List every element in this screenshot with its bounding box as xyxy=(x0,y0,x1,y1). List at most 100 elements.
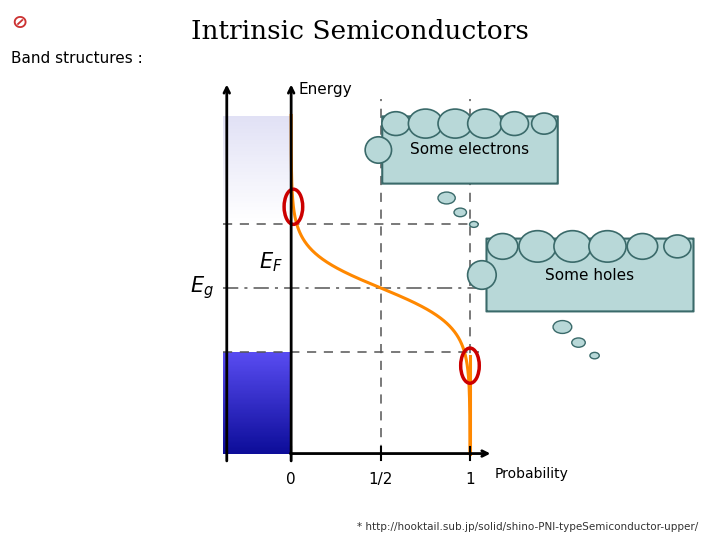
FancyBboxPatch shape xyxy=(382,117,558,184)
Text: * http://hooktail.sub.jp/solid/shino-PNI-typeSemiconductor-upper/: * http://hooktail.sub.jp/solid/shino-PNI… xyxy=(357,522,698,532)
Bar xyxy=(223,151,291,152)
Ellipse shape xyxy=(500,112,528,136)
Bar xyxy=(223,400,291,402)
Bar xyxy=(223,374,291,375)
Bar xyxy=(223,438,291,440)
Ellipse shape xyxy=(572,338,585,347)
Text: Band structures :: Band structures : xyxy=(11,51,143,66)
Bar xyxy=(223,371,291,373)
Bar xyxy=(223,406,291,407)
Bar xyxy=(223,362,291,363)
Bar xyxy=(223,361,291,362)
Bar xyxy=(223,197,291,198)
Bar xyxy=(223,174,291,175)
Bar xyxy=(223,168,291,170)
Ellipse shape xyxy=(487,233,518,259)
Bar xyxy=(223,152,291,153)
Bar xyxy=(223,156,291,158)
Bar xyxy=(223,441,291,442)
Bar xyxy=(223,450,291,451)
Bar xyxy=(223,207,291,209)
Bar xyxy=(223,134,291,136)
Bar xyxy=(223,418,291,420)
Bar xyxy=(223,141,291,143)
Bar xyxy=(223,443,291,444)
Ellipse shape xyxy=(382,112,410,136)
Bar xyxy=(223,163,291,164)
Bar xyxy=(223,185,291,186)
Bar xyxy=(223,451,291,453)
Bar xyxy=(223,137,291,138)
Bar xyxy=(223,414,291,415)
Bar xyxy=(223,359,291,360)
Bar xyxy=(223,435,291,436)
Bar xyxy=(223,437,291,438)
Text: $E_F$: $E_F$ xyxy=(259,251,283,274)
Bar xyxy=(223,138,291,140)
Bar xyxy=(223,431,291,432)
Bar xyxy=(223,191,291,193)
Bar xyxy=(223,122,291,124)
Ellipse shape xyxy=(467,261,496,289)
Bar xyxy=(223,171,291,172)
Bar xyxy=(223,127,291,129)
FancyBboxPatch shape xyxy=(487,239,693,312)
Bar xyxy=(223,155,291,156)
Bar xyxy=(223,194,291,195)
Bar xyxy=(223,421,291,422)
Bar xyxy=(223,380,291,381)
Bar xyxy=(223,188,291,190)
Bar xyxy=(223,390,291,391)
Bar xyxy=(223,363,291,365)
Bar xyxy=(223,148,291,150)
Bar xyxy=(223,398,291,399)
Bar xyxy=(223,179,291,180)
Bar xyxy=(223,444,291,446)
Bar xyxy=(223,379,291,380)
Ellipse shape xyxy=(408,109,443,138)
Bar xyxy=(223,375,291,376)
Ellipse shape xyxy=(468,109,502,138)
Bar xyxy=(223,369,291,370)
Bar xyxy=(223,436,291,437)
Bar xyxy=(223,166,291,167)
Bar xyxy=(223,125,291,126)
Ellipse shape xyxy=(365,137,392,163)
Bar xyxy=(223,132,291,133)
Bar xyxy=(223,210,291,212)
Text: $E_g$: $E_g$ xyxy=(190,274,214,301)
Bar xyxy=(223,158,291,159)
Bar xyxy=(223,183,291,185)
Bar xyxy=(223,220,291,221)
Bar xyxy=(223,355,291,356)
Bar xyxy=(223,204,291,205)
Bar xyxy=(223,376,291,377)
Bar xyxy=(223,381,291,382)
Bar xyxy=(223,404,291,406)
Bar xyxy=(223,432,291,433)
Ellipse shape xyxy=(519,231,556,262)
Bar xyxy=(223,399,291,400)
Ellipse shape xyxy=(454,208,467,217)
Bar xyxy=(223,396,291,398)
Text: Probability: Probability xyxy=(495,467,569,481)
Bar xyxy=(223,175,291,177)
Bar xyxy=(223,365,291,366)
Ellipse shape xyxy=(590,353,599,359)
Bar xyxy=(223,446,291,447)
Bar xyxy=(223,422,291,423)
Text: 1: 1 xyxy=(465,472,474,487)
Bar xyxy=(223,193,291,194)
Bar xyxy=(223,119,291,121)
Bar xyxy=(223,386,291,388)
Bar xyxy=(223,417,291,418)
Bar xyxy=(223,373,291,374)
Text: Some electrons: Some electrons xyxy=(410,143,530,158)
Bar xyxy=(223,172,291,174)
Bar xyxy=(223,199,291,201)
Bar xyxy=(223,170,291,171)
Bar xyxy=(223,118,291,119)
Bar xyxy=(223,146,291,148)
Bar xyxy=(223,433,291,435)
Bar xyxy=(223,144,291,145)
